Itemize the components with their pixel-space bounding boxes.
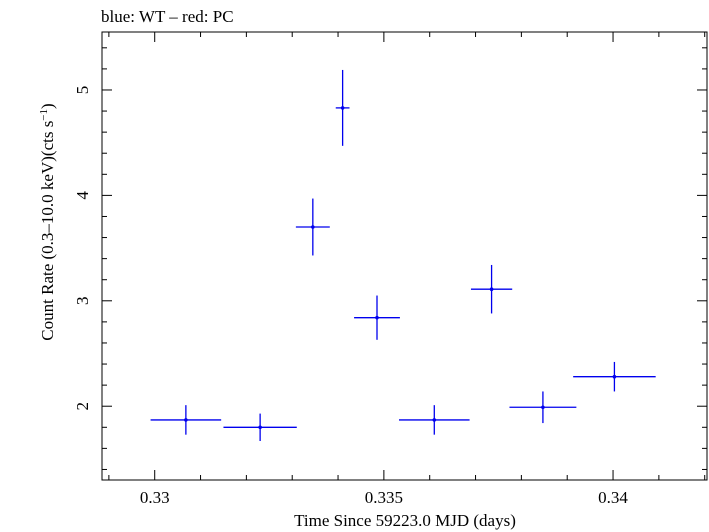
x-tick-label: 0.335 bbox=[365, 488, 403, 507]
y-axis-label-close: ) bbox=[38, 103, 57, 109]
y-tick-label: 3 bbox=[73, 297, 92, 306]
x-tick-label: 0.34 bbox=[598, 488, 628, 507]
x-tick-label: 0.33 bbox=[140, 488, 170, 507]
x-axis-label: Time Since 59223.0 MJD (days) bbox=[294, 511, 516, 530]
point-marker bbox=[489, 287, 494, 292]
data-point bbox=[335, 69, 350, 146]
data-point bbox=[354, 295, 400, 340]
plot-frame bbox=[101, 31, 708, 481]
data-point bbox=[223, 413, 297, 441]
y-tick-label: 4 bbox=[73, 191, 92, 200]
y-axis-label: Count Rate (0.3–10.0 keV)(cts s−1) bbox=[38, 103, 57, 340]
data-point bbox=[509, 391, 577, 424]
data-point bbox=[399, 405, 470, 435]
y-tick-labels: 2 3 4 5 bbox=[73, 86, 92, 411]
point-marker bbox=[340, 106, 345, 110]
axis-ticks bbox=[102, 32, 707, 480]
point-marker bbox=[432, 418, 437, 422]
data-point bbox=[573, 361, 656, 392]
y-tick-label: 2 bbox=[73, 402, 92, 411]
point-marker bbox=[541, 405, 545, 410]
data-point bbox=[150, 405, 222, 435]
point-marker bbox=[612, 374, 617, 379]
x-tick-labels: 0.33 0.335 0.34 bbox=[140, 488, 629, 507]
y-axis-label-superscript: −1 bbox=[38, 109, 50, 121]
point-marker bbox=[375, 315, 379, 320]
point-marker bbox=[258, 425, 262, 430]
point-marker bbox=[311, 225, 315, 229]
data-points bbox=[150, 69, 656, 441]
point-marker bbox=[184, 418, 188, 422]
data-point bbox=[470, 264, 513, 314]
chart-title: blue: WT – red: PC bbox=[101, 7, 234, 26]
data-point bbox=[295, 198, 330, 256]
y-tick-label: 5 bbox=[73, 86, 92, 95]
y-axis-label-main: Count Rate (0.3–10.0 keV)(cts s bbox=[38, 121, 57, 341]
